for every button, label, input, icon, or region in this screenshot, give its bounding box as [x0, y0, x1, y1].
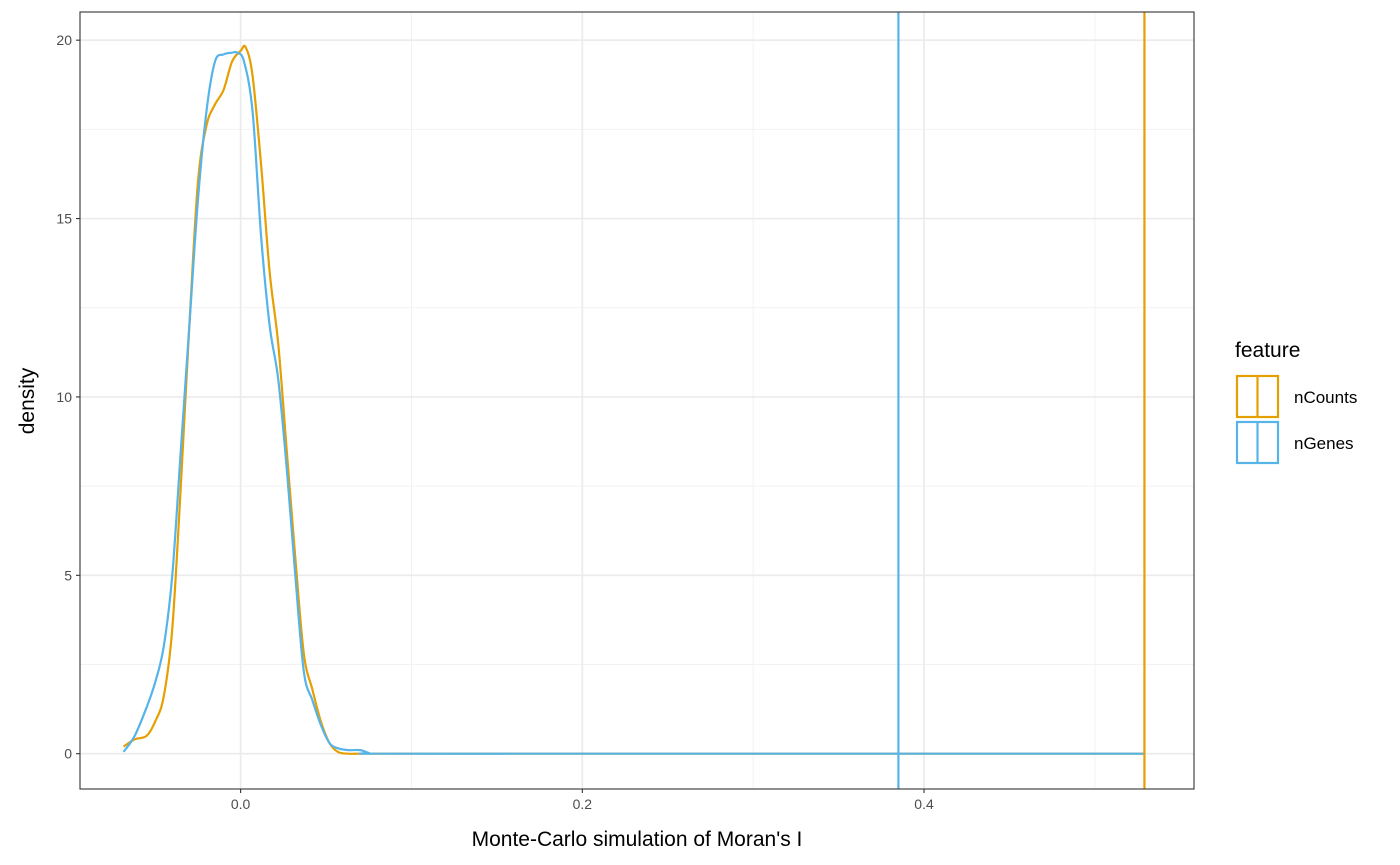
x-tick-label: 0.0: [231, 796, 251, 812]
y-tick-label: 0: [64, 746, 72, 762]
legend-items: nCounts nGenes: [1235, 374, 1357, 465]
x-tick-label: 0.4: [914, 796, 934, 812]
y-tick-label: 10: [56, 389, 72, 405]
x-axis-title: Monte-Carlo simulation of Moran's I: [472, 828, 803, 851]
density-line-nGenes: [122, 50, 1145, 755]
y-axis-title: density: [16, 367, 39, 434]
y-tick-label: 20: [56, 32, 72, 48]
legend-label-nCounts: nCounts: [1294, 388, 1357, 407]
x-axis-ticks: 0.0 0.2 0.4: [231, 789, 934, 812]
legend-label-nGenes: nGenes: [1294, 434, 1354, 453]
observed-lines: [897, 12, 1146, 789]
y-tick-label: 5: [64, 567, 72, 583]
legend: feature nCounts nGenes: [1235, 339, 1357, 465]
legend-item-nGenes: nGenes: [1235, 420, 1354, 465]
grid-minor: [80, 12, 1194, 789]
x-tick-label: 0.2: [573, 796, 593, 812]
series-layer: [122, 44, 1145, 755]
legend-item-nCounts: nCounts: [1235, 374, 1357, 419]
y-tick-label: 15: [56, 211, 72, 227]
panel-border: [79, 11, 1195, 790]
legend-title: feature: [1235, 339, 1300, 362]
y-axis-ticks: 0 5 10 15 20: [56, 32, 80, 762]
